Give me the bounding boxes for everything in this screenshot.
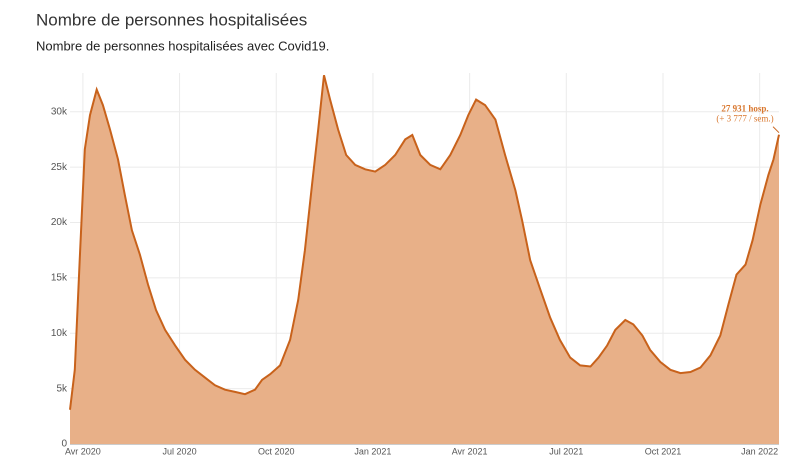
x-tick-label: Jan 2022 xyxy=(741,446,778,456)
y-tick-label: 30k xyxy=(51,106,68,117)
x-tick-label: Oct 2021 xyxy=(645,446,682,456)
y-tick-label: 5k xyxy=(56,383,68,394)
chart-title: Nombre de personnes hospitalisées xyxy=(36,10,307,29)
y-tick-label: 25k xyxy=(51,162,68,173)
line xyxy=(69,74,780,410)
x-tick-label: Jul 2020 xyxy=(163,446,197,456)
x-tick-label: Oct 2020 xyxy=(258,446,295,456)
area xyxy=(70,75,779,444)
x-tick-label: Avr 2021 xyxy=(452,446,488,456)
y-tick-label: 15k xyxy=(51,273,68,284)
y-tick-label: 10k xyxy=(51,328,68,339)
y-tick-label: 0 xyxy=(61,439,67,450)
annotation-sub: (+ 3 777 / sem.) xyxy=(716,114,773,124)
x-tick-label: Avr 2020 xyxy=(65,446,101,456)
chart-subtitle: Nombre de personnes hospitalisées avec C… xyxy=(36,38,329,53)
y-tick-label: 20k xyxy=(51,217,68,228)
x-tick-label: Jan 2021 xyxy=(354,446,391,456)
annotation-arrow xyxy=(772,126,780,134)
annotation: 27 931 hosp. xyxy=(721,104,768,114)
x-tick-label: Jul 2021 xyxy=(549,446,583,456)
